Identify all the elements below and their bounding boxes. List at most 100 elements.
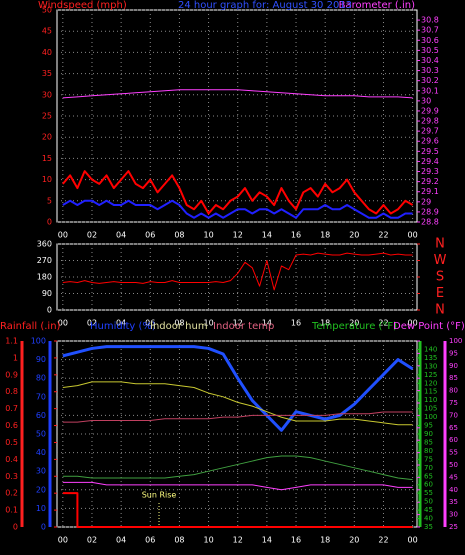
y-tick-label: 80 <box>36 374 46 383</box>
y-tick-label: 110 <box>424 396 437 404</box>
axis-label: Barometer (.in) <box>339 0 415 11</box>
series-line <box>62 345 414 432</box>
x-tick-label: 02 <box>87 536 97 545</box>
y-tick-label: 50 <box>449 461 458 469</box>
y-tick-label: 50 <box>36 430 46 439</box>
y-tick-label: 0.5 <box>5 438 18 447</box>
x-tick-label: 16 <box>291 231 301 240</box>
y-tick-label: 55 <box>424 489 433 497</box>
y-tick-label: 30 <box>42 90 52 99</box>
y-tick-label: 30 <box>449 511 458 519</box>
series-line <box>62 481 413 491</box>
axis-label: Humidity (%) <box>90 321 156 332</box>
y-tick-label: 180 <box>37 273 52 282</box>
x-tick-label: 00 <box>58 536 68 545</box>
series-line <box>62 199 413 219</box>
x-tick-label: 12 <box>233 231 243 240</box>
x-tick-label: 04 <box>116 319 126 328</box>
y-tick-label: 60 <box>36 411 46 420</box>
y-tick-label: 90 <box>424 430 433 438</box>
axis-label: Temperature (°F) <box>311 321 397 332</box>
y-tick-label: 10 <box>42 175 52 184</box>
x-tick-label: 18 <box>320 319 330 328</box>
y-tick-label: 50 <box>42 6 52 15</box>
y-tick-label: 29.2 <box>421 177 439 186</box>
y-tick-label: 29.6 <box>421 137 439 146</box>
y-tick-label: 0.4 <box>5 455 18 464</box>
annotation: Sun Rise <box>142 491 177 500</box>
y-tick-label: 130 <box>424 362 437 370</box>
x-tick-label: 14 <box>262 231 272 240</box>
y-tick-label: 270 <box>37 256 52 265</box>
y-tick-label: 85 <box>424 438 433 446</box>
series-line <box>62 170 414 215</box>
x-tick-label: 14 <box>262 536 272 545</box>
y-tick-label: 30.8 <box>421 16 439 25</box>
y-tick-label: W <box>434 253 447 268</box>
y-tick-label: 125 <box>424 371 437 379</box>
series-line <box>62 89 413 99</box>
y-tick-label: N <box>435 237 445 252</box>
x-tick-label: 14 <box>262 319 272 328</box>
y-tick-label: 0 <box>47 306 52 315</box>
y-tick-label: 29.9 <box>421 106 439 115</box>
y-tick-label: 0.6 <box>5 421 18 430</box>
y-tick-label: 50 <box>424 498 433 506</box>
x-tick-label: 08 <box>174 231 184 240</box>
y-tick-label: 45 <box>424 506 433 514</box>
y-tick-label: 35 <box>449 498 458 506</box>
x-tick-label: 08 <box>174 319 184 328</box>
y-tick-label: 20 <box>42 133 52 142</box>
x-tick-label: 06 <box>145 231 155 240</box>
y-tick-label: 140 <box>424 345 437 353</box>
x-tick-label: 20 <box>349 319 359 328</box>
x-tick-label: 00 <box>408 536 418 545</box>
x-tick-label: 02 <box>87 319 97 328</box>
y-tick-label: 29.5 <box>421 147 439 156</box>
y-tick-label: 0.8 <box>5 387 18 396</box>
y-tick-label: 95 <box>424 422 433 430</box>
x-tick-label: 12 <box>233 319 243 328</box>
y-tick-label: 30.7 <box>421 26 439 35</box>
y-tick-label: 360 <box>37 240 52 249</box>
y-tick-label: 60 <box>424 481 433 489</box>
x-tick-label: 22 <box>378 319 388 328</box>
y-tick-label: 100 <box>424 413 437 421</box>
y-tick-label: 0.2 <box>5 489 18 498</box>
y-tick-label: 29.4 <box>421 157 439 166</box>
y-tick-label: 10 <box>36 504 46 513</box>
axis-label: Rainfall (.in) <box>0 321 61 332</box>
x-tick-label: 00 <box>58 319 68 328</box>
x-tick-label: 18 <box>320 536 330 545</box>
x-tick-label: 04 <box>116 536 126 545</box>
y-tick-label: 70 <box>36 392 46 401</box>
y-tick-label: 0.3 <box>5 472 18 481</box>
y-tick-label: 40 <box>42 48 52 57</box>
y-tick-label: 75 <box>424 455 433 463</box>
series-line <box>62 492 413 528</box>
y-tick-label: 29.3 <box>421 167 439 176</box>
x-tick-label: 22 <box>378 536 388 545</box>
y-tick-label: 0.7 <box>5 404 18 413</box>
y-tick-label: 30.3 <box>421 66 439 75</box>
x-tick-label: 16 <box>291 536 301 545</box>
y-tick-label: 100 <box>449 337 462 345</box>
y-tick-label: N <box>435 303 445 318</box>
legend-label: Indoor hum <box>150 321 208 332</box>
y-tick-label: 55 <box>449 449 458 457</box>
x-tick-label: 12 <box>233 536 243 545</box>
y-tick-label: 25 <box>449 523 458 531</box>
y-tick-label: 75 <box>449 399 458 407</box>
y-tick-label: 90 <box>42 289 52 298</box>
y-tick-label: 30 <box>421 96 431 105</box>
y-tick-label: 90 <box>36 355 46 364</box>
x-tick-label: 06 <box>145 319 155 328</box>
y-tick-label: 29.7 <box>421 127 439 136</box>
y-tick-label: 70 <box>449 411 458 419</box>
x-tick-label: 20 <box>349 231 359 240</box>
y-tick-label: 85 <box>449 374 458 382</box>
y-tick-label: 120 <box>424 379 437 387</box>
x-tick-label: 22 <box>378 231 388 240</box>
y-tick-label: 90 <box>449 362 458 370</box>
